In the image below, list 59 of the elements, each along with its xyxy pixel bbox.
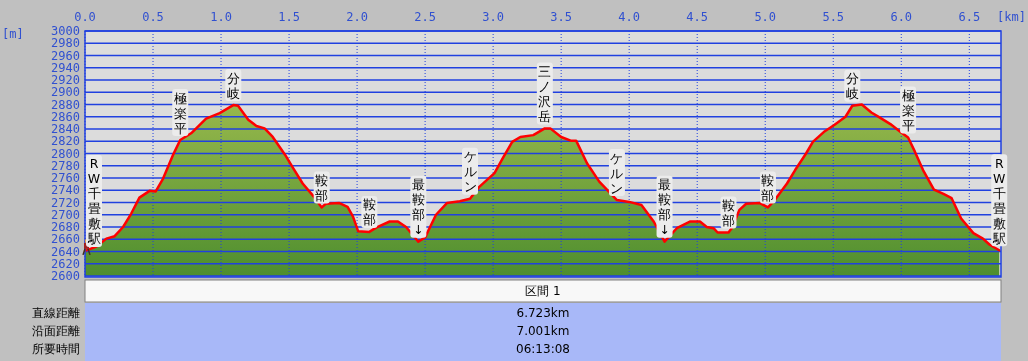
y-tick-label: 2740 — [51, 183, 80, 198]
annotation: 分岐 — [226, 70, 240, 101]
y-tick-label: 2940 — [51, 60, 80, 75]
y-tick-label: 2600 — [51, 269, 80, 283]
annotation: 極楽平 — [901, 87, 915, 133]
y-tick-label: 2900 — [51, 85, 80, 100]
y-tick-label: 2760 — [51, 171, 80, 185]
annotation: 鞍部 — [761, 172, 775, 203]
x-tick-label: 2.5 — [414, 10, 436, 24]
y-tick-label: 2880 — [51, 97, 80, 112]
y-tick-label: 2660 — [51, 232, 80, 247]
y-axis-title: [m] — [2, 27, 24, 41]
y-tick-label: 2680 — [51, 220, 80, 234]
text: 6.723km — [516, 306, 570, 320]
y-tick-label: 2620 — [51, 256, 80, 271]
x-tick-label: 0.5 — [142, 10, 164, 24]
annotation: ケルン — [610, 150, 624, 196]
annotation: RW千畳敷駅 — [991, 155, 1006, 246]
annotation: 鞍部 — [722, 197, 735, 228]
y-tick-label: 2800 — [51, 146, 80, 161]
text: 直線距離 — [32, 306, 80, 320]
x-tick-label: 2.0 — [346, 10, 368, 24]
x-tick-label: 0.0 — [74, 10, 96, 24]
annotation: ケルン — [463, 148, 477, 194]
y-tick-label: 2780 — [51, 158, 80, 173]
x-tick-label: 4.5 — [686, 10, 709, 24]
y-tick-label: 2860 — [51, 109, 80, 124]
y-tick-label: 2960 — [51, 48, 80, 63]
x-tick-label: 6.0 — [890, 10, 913, 24]
x-tick-label: 5.0 — [754, 10, 777, 24]
text: 沿面距離 — [32, 324, 80, 338]
annotation: 最鞍部↓ — [658, 176, 672, 237]
x-tick-label: 5.5 — [822, 10, 845, 24]
x-axis-title: [km] — [997, 10, 1026, 24]
y-tick-label: 2720 — [51, 195, 80, 210]
text: 区間 1 — [525, 284, 561, 298]
y-tick-label: 2820 — [51, 134, 80, 149]
text: 所要時間 — [32, 342, 80, 356]
annotation: RW千畳敷駅 — [86, 155, 101, 246]
annotation: 分岐 — [845, 70, 859, 101]
annotation: 最鞍部↓ — [411, 176, 425, 237]
annotation: 鞍部 — [315, 172, 329, 203]
y-tick-label: 2920 — [51, 73, 80, 87]
x-tick-label: 4.0 — [618, 10, 641, 24]
y-tick-label: 2980 — [51, 36, 80, 51]
y-tick-label: 2640 — [51, 244, 80, 259]
x-tick-label: 1.0 — [210, 10, 232, 24]
y-tick-label: 3000 — [51, 24, 80, 38]
y-tick-label: 2700 — [51, 207, 80, 222]
annotation: 鞍部 — [362, 196, 376, 227]
annotation: 極楽平 — [173, 90, 187, 136]
x-tick-label: 6.5 — [958, 10, 981, 24]
x-tick-label: 1.5 — [278, 10, 300, 24]
x-tick-label: 3.5 — [550, 10, 573, 24]
text: 06:13:08 — [516, 342, 570, 356]
annotation: 三ノ沢岳 — [538, 63, 552, 124]
y-tick-label: 2840 — [51, 122, 80, 136]
text: 7.001km — [516, 324, 570, 338]
x-tick-label: 3.0 — [482, 10, 504, 24]
